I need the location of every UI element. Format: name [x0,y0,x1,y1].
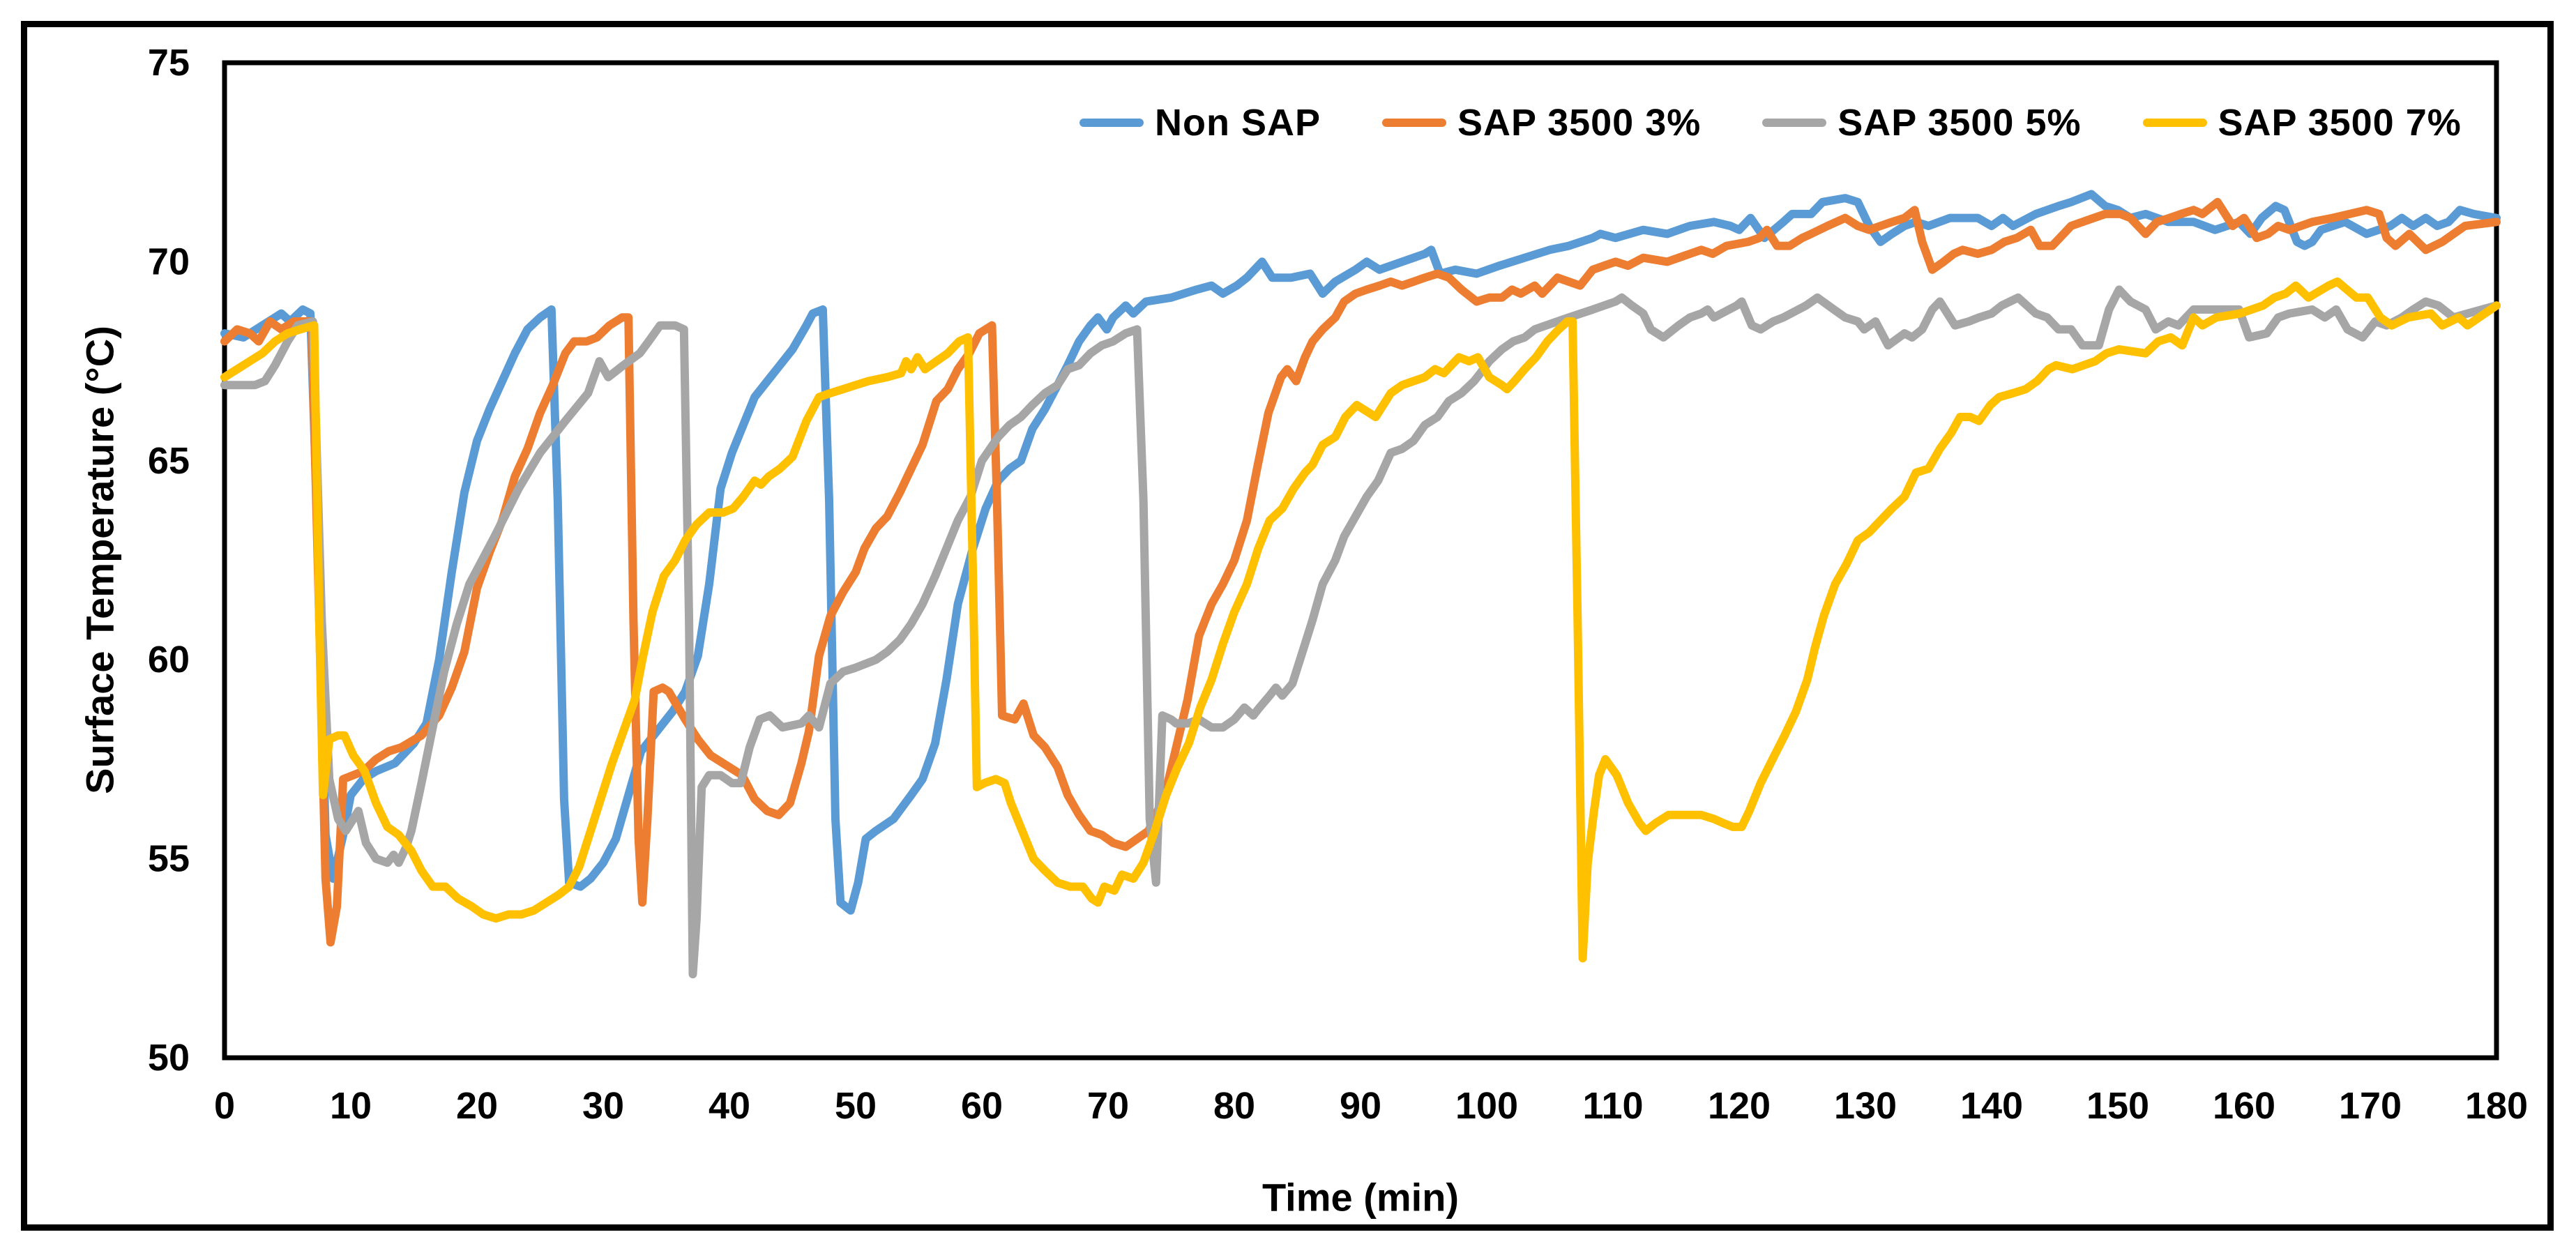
x-tick-label: 170 [2339,1085,2402,1127]
y-tick-label: 50 [148,1037,190,1079]
x-tick-label: 50 [835,1085,877,1127]
x-tick-label: 130 [1834,1085,1897,1127]
x-tick-label: 40 [709,1085,750,1127]
x-tick-label: 90 [1340,1085,1381,1127]
y-tick-label: 55 [148,838,190,880]
x-tick-label: 20 [456,1085,498,1127]
x-axis-title: Time (min) [1262,1175,1460,1220]
x-tick-label: 180 [2465,1085,2528,1127]
x-tick-label: 60 [961,1085,1003,1127]
legend-item-sap-3500-3: SAP 3500 3% [1382,101,1701,144]
legend-line-sample-icon [1762,119,1827,127]
y-tick-label: 65 [148,440,190,482]
legend-label: SAP 3500 5% [1838,102,2082,144]
x-tick-label: 160 [2213,1085,2275,1127]
x-tick-label: 120 [1708,1085,1771,1127]
chart-legend: Non SAP SAP 3500 3% SAP 3500 5% SAP 3500… [1079,99,2462,146]
x-tick-label: 80 [1213,1085,1255,1127]
legend-line-sample-icon [2142,119,2207,127]
series-line-sap-3500-3- [220,197,2501,947]
plot-area-border [222,60,2499,1061]
legend-label: SAP 3500 3% [1457,102,1702,144]
x-tick-label: 110 [1582,1085,1643,1127]
x-tick-label: 70 [1087,1085,1129,1127]
series-line-sap-3500-7- [220,277,2501,963]
x-tick-label: 10 [330,1085,372,1127]
legend-item-non-sap: Non SAP [1079,101,1321,144]
x-tick-label: 150 [2086,1085,2149,1127]
series-line-sap-3500-5- [220,285,2501,979]
figure-border [21,21,2554,1231]
y-tick-label: 75 [148,42,190,84]
legend-line-sample-icon [1382,119,1447,127]
x-tick-label: 140 [1960,1085,2023,1127]
x-tick-label: 100 [1455,1085,1518,1127]
legend-label: Non SAP [1155,102,1321,144]
x-tick-label: 0 [214,1085,235,1127]
x-tick-label: 30 [582,1085,624,1127]
legend-item-sap-3500-5: SAP 3500 5% [1762,101,2081,144]
y-axis-title: Surface Temperature (°C) [77,326,122,794]
legend-line-sample-icon [1079,119,1144,127]
legend-item-sap-3500-7: SAP 3500 7% [2142,101,2462,144]
series-line-non-sap [220,190,2501,915]
y-tick-label: 60 [148,639,190,681]
y-tick-label: 70 [148,241,190,282]
legend-label: SAP 3500 7% [2218,102,2462,144]
